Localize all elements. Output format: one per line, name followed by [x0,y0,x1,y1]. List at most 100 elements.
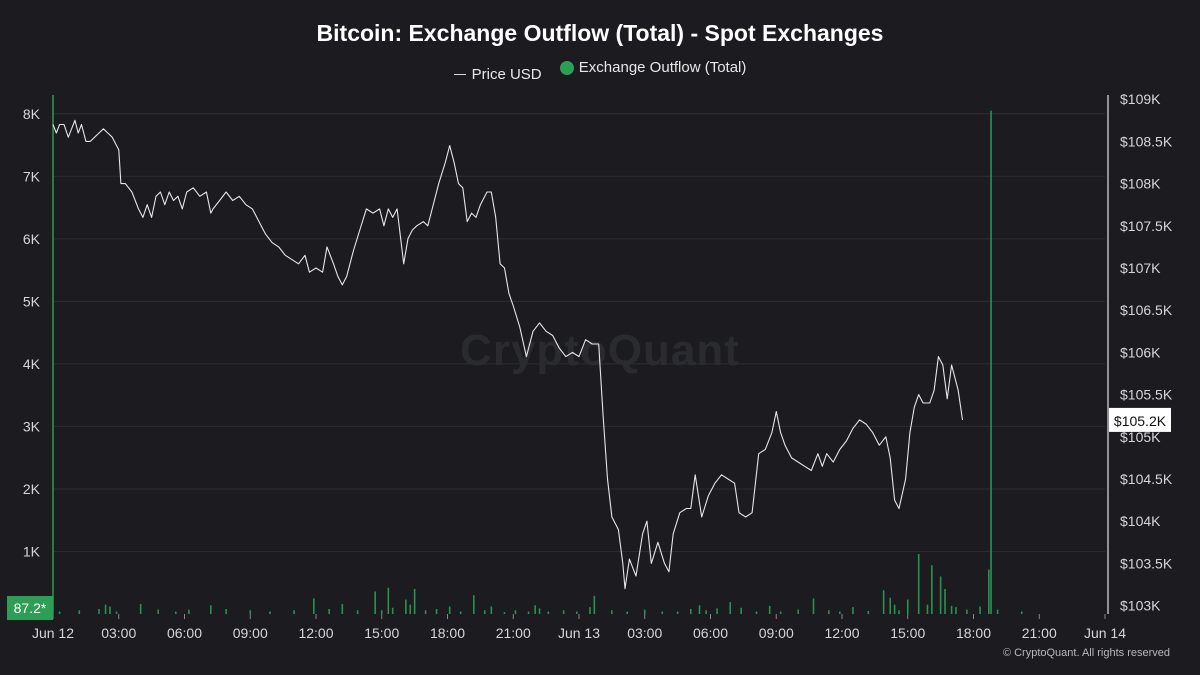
outflow-bar [98,608,100,614]
y-right-tick-label: $107K [1120,260,1161,276]
chart-title: Bitcoin: Exchange Outflow (Total) - Spot… [316,20,884,46]
outflow-bar [828,610,830,614]
outflow-bar [931,565,933,614]
outflow-bar [906,599,909,614]
outflow-bar [115,611,118,614]
outflow-bar [755,611,758,614]
outflow-bar [740,607,742,614]
outflow-bar [939,576,942,614]
x-tick-label: 12:00 [298,625,333,641]
outflow-bar [779,611,782,614]
price-line-group [52,119,964,590]
outflow-bar [852,607,854,614]
outflow-bar [78,610,81,614]
outflow-bar [328,608,330,614]
outflow-bar [139,603,142,614]
y-left-tick-label: 5K [23,293,41,309]
outflow-bar [917,553,920,614]
outflow-bar [534,605,536,614]
outflow-bar [979,606,981,614]
current-price-badge [1109,407,1171,432]
outflow-bar [882,590,885,614]
x-tick-label: 21:00 [1022,625,1057,641]
outflow-bar [716,608,718,614]
outflow-bar [996,609,999,614]
y-left-tick-label: 1K [23,543,41,559]
outflow-bar [514,610,517,614]
y-right-tick-label: $105.5K [1120,387,1173,403]
outflow-bar [225,608,227,614]
x-tick-label: 09:00 [759,625,794,641]
x-tick-label: Jun 13 [558,625,600,641]
outflow-bar [538,608,541,614]
x-tick-label: 03:00 [627,625,662,641]
outflow-bar [643,609,646,614]
y-right-tick-label: $106.5K [1120,302,1173,318]
outflow-bar [593,595,596,614]
outflow-bar [527,611,530,614]
outflow-bar [576,611,578,614]
legend-price-label: Price USD [471,65,542,83]
legend-item-outflow[interactable]: Exchange Outflow (Total) [559,59,746,76]
outflow-bar [473,595,475,614]
outflow-bar [424,610,427,614]
outflow-bar [988,569,990,614]
current-outflow-label: 87.2* [14,600,47,616]
outflow-bar [698,605,701,614]
y-left-tick-label: 7K [23,168,41,184]
outflow-bar [729,602,732,614]
outflow-bar [380,610,383,614]
outflow-bar [374,591,376,614]
y-left-tick-label: 8K [23,106,41,122]
y-right-tick-label: $103.5K [1120,555,1173,571]
outflow-bars [52,95,1023,614]
y-right-tick-label: $108.5K [1120,133,1173,149]
outflow-bar [52,95,54,614]
y-right-tick-label: $107.5K [1120,218,1173,234]
y-right-tick-label: $104K [1120,513,1161,529]
outflow-bar [812,598,815,614]
outflow-bar [210,605,212,614]
x-tick-label: 06:00 [693,625,728,641]
y-right-tick-label: $103K [1120,598,1161,614]
x-tick-label: 03:00 [101,625,136,641]
x-tick-label: 15:00 [890,625,925,641]
y-left-tick-label: 2K [23,481,41,497]
y-right-tick-label: $109K [1120,91,1161,107]
outflow-bar [926,604,929,614]
outflow-bar [356,610,359,614]
x-tick-label: Jun 12 [32,625,74,641]
outflow-bar [503,612,506,614]
y-left-tick-label: 6K [23,231,41,247]
legend-item-price[interactable]: Price USD [453,65,542,83]
x-tick-label: 21:00 [496,625,531,641]
axes: 1K 2K 3K 4K 5K 6K 7K 8K $103K $103.5K $104K $104.5K… [7,91,1173,641]
outflow-bar [562,610,565,614]
legend-line-swatch [453,73,466,75]
outflow-bar [676,611,679,614]
outflow-bar [413,588,416,614]
outflow-bar [249,610,252,614]
outflow-bar [626,611,629,614]
gridlines [53,113,1105,552]
outflow-bar [611,610,613,614]
y-right-tick-label: $106K [1120,344,1161,360]
x-tick-label: Jun 14 [1084,625,1126,641]
outflow-bar [768,605,771,614]
outflow-bar [269,611,271,614]
legend: Price USD Exchange Outflow (Total) [0,59,1200,83]
outflow-bar [174,611,177,614]
y-right-tick-label: $104.5K [1120,471,1173,487]
outflow-bar [188,609,190,614]
outflow-bar [104,604,107,614]
outflow-bar [867,610,870,614]
price-line [52,119,964,590]
current-price-label: $105.2K [1114,413,1167,429]
x-tick-label: 09:00 [233,625,268,641]
outflow-bar [589,607,591,614]
legend-dot-swatch [559,60,574,75]
outflow-bar [409,604,412,614]
x-tick-label: 12:00 [824,625,859,641]
outflow-bar [889,597,892,614]
